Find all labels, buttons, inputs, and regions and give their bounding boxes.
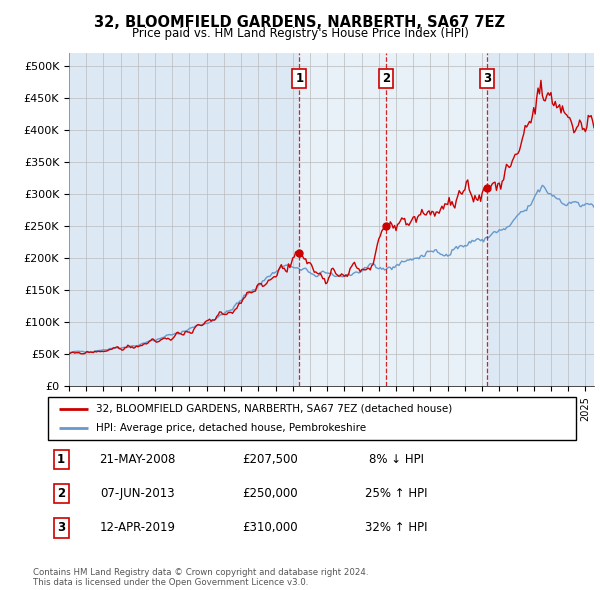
Text: Contains HM Land Registry data © Crown copyright and database right 2024.: Contains HM Land Registry data © Crown c… (33, 568, 368, 577)
Text: 12-APR-2019: 12-APR-2019 (100, 521, 176, 535)
Text: HPI: Average price, detached house, Pembrokeshire: HPI: Average price, detached house, Pemb… (95, 423, 365, 433)
Text: Price paid vs. HM Land Registry's House Price Index (HPI): Price paid vs. HM Land Registry's House … (131, 27, 469, 40)
Text: 25% ↑ HPI: 25% ↑ HPI (365, 487, 428, 500)
Text: 07-JUN-2013: 07-JUN-2013 (100, 487, 175, 500)
FancyBboxPatch shape (48, 397, 576, 440)
Text: £250,000: £250,000 (242, 487, 298, 500)
Text: 32% ↑ HPI: 32% ↑ HPI (365, 521, 428, 535)
Bar (299, 53, 487, 386)
Text: 32, BLOOMFIELD GARDENS, NARBERTH, SA67 7EZ (detached house): 32, BLOOMFIELD GARDENS, NARBERTH, SA67 7… (95, 404, 452, 414)
Text: £207,500: £207,500 (242, 453, 298, 466)
Text: 1: 1 (295, 72, 304, 85)
Text: 1: 1 (57, 453, 65, 466)
Text: 2: 2 (57, 487, 65, 500)
Text: 8% ↓ HPI: 8% ↓ HPI (369, 453, 424, 466)
Text: 21-MAY-2008: 21-MAY-2008 (100, 453, 176, 466)
Text: £310,000: £310,000 (242, 521, 298, 535)
Text: 32, BLOOMFIELD GARDENS, NARBERTH, SA67 7EZ: 32, BLOOMFIELD GARDENS, NARBERTH, SA67 7… (95, 15, 505, 30)
Text: 2: 2 (382, 72, 391, 85)
Text: 3: 3 (57, 521, 65, 535)
Text: This data is licensed under the Open Government Licence v3.0.: This data is licensed under the Open Gov… (33, 578, 308, 587)
Text: 3: 3 (483, 72, 491, 85)
